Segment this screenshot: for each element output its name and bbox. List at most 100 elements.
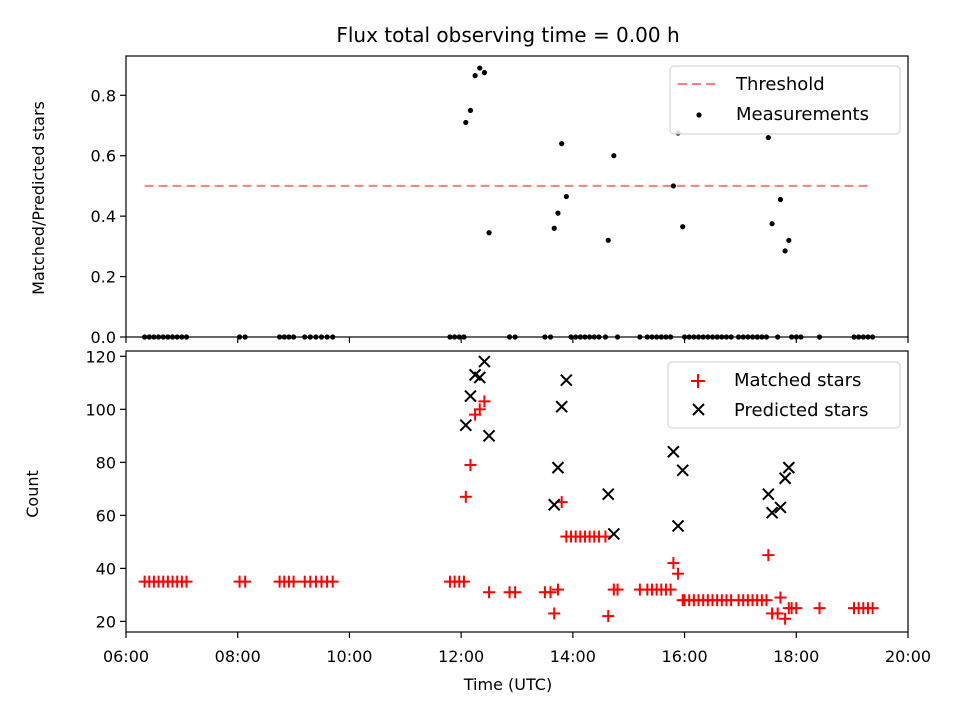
count-x-tick-label: 10:00 bbox=[326, 647, 372, 666]
matched-star-point bbox=[664, 583, 677, 596]
count-y-tick-label: 60 bbox=[96, 506, 116, 525]
count-x-tick-label: 16:00 bbox=[662, 647, 708, 666]
predicted-star-point bbox=[671, 519, 685, 533]
count-axes: 20 40 60 80 100 120 06:00 08:00 10:00 12:00 14:00 1… bbox=[85, 347, 931, 666]
ratio-y-tick-label: 0.6 bbox=[91, 147, 116, 166]
predicted-star-point bbox=[464, 389, 477, 403]
predicted-star-point bbox=[602, 487, 615, 501]
count-panel: Count Time (UTC) 20 40 60 80 100 120 06:00 08:0… bbox=[23, 347, 931, 694]
count-x-tick-label: 20:00 bbox=[885, 647, 931, 666]
matched-star-point bbox=[509, 586, 522, 599]
matched-star-point bbox=[287, 575, 300, 588]
legend-measurements-label: Measurements bbox=[736, 104, 869, 125]
measurement-point bbox=[467, 107, 474, 113]
count-y-axis-label: Count bbox=[23, 470, 42, 518]
matched-star-point bbox=[866, 602, 879, 615]
predicted-star-point bbox=[676, 464, 689, 477]
measurement-point bbox=[786, 237, 792, 243]
measurement-point bbox=[486, 230, 492, 236]
matched-star-point bbox=[473, 403, 486, 416]
matched-star-point bbox=[457, 575, 470, 588]
measurement-point bbox=[611, 153, 617, 159]
matched-star-point bbox=[551, 583, 564, 596]
count-x-tick-label: 18:00 bbox=[773, 647, 819, 666]
predicted-star-point bbox=[548, 498, 561, 511]
ratio-axes-frame bbox=[125, 55, 909, 338]
matched-star-point bbox=[774, 591, 787, 604]
count-y-tick-label: 80 bbox=[96, 453, 116, 472]
matched-star-point bbox=[762, 549, 775, 562]
legend-predicted-label: Predicted stars bbox=[734, 400, 868, 421]
predicted-star-point bbox=[551, 461, 565, 474]
legend-measurements-swatch bbox=[696, 112, 702, 118]
matched-star-point bbox=[813, 602, 826, 615]
measurement-point bbox=[680, 224, 686, 230]
matched-star-point bbox=[459, 490, 472, 503]
ratio-legend-box bbox=[669, 65, 901, 135]
matched-star-point bbox=[544, 586, 557, 599]
predicted-star-point bbox=[774, 501, 787, 514]
predicted-star-point bbox=[459, 419, 473, 432]
measurement-point bbox=[551, 225, 557, 231]
measurement-point bbox=[777, 196, 784, 203]
measurement-point bbox=[782, 248, 788, 254]
matched-stars-points bbox=[138, 395, 879, 625]
count-x-tick-label: 06:00 bbox=[103, 647, 149, 666]
ratio-y-tick-label: 0.4 bbox=[91, 207, 116, 226]
count-y-tick-label: 100 bbox=[85, 400, 116, 419]
measurement-point bbox=[477, 65, 483, 71]
legend-matched-label: Matched stars bbox=[734, 370, 861, 391]
matched-star-point bbox=[602, 610, 615, 623]
measurement-point bbox=[563, 193, 569, 200]
count-y-tick-label: 20 bbox=[96, 612, 116, 631]
matched-star-point bbox=[790, 602, 803, 615]
measurement-point bbox=[559, 141, 565, 147]
measurement-point bbox=[670, 183, 677, 189]
legend-predicted-swatch bbox=[692, 403, 705, 416]
predicted-star-point bbox=[478, 355, 491, 368]
ratio-legend: Threshold Measurements bbox=[669, 65, 901, 135]
count-legend: Matched stars Predicted stars bbox=[667, 361, 901, 429]
matched-star-point bbox=[239, 575, 252, 588]
predicted-star-point bbox=[765, 506, 779, 519]
predicted-star-point bbox=[560, 373, 573, 387]
measurement-point bbox=[463, 119, 469, 126]
measurement-point bbox=[765, 134, 771, 141]
matched-star-point bbox=[548, 607, 561, 620]
count-y-tick-label: 40 bbox=[96, 559, 116, 578]
count-y-tick-label: 120 bbox=[85, 347, 116, 366]
predicted-star-point bbox=[473, 371, 486, 384]
matched-star-point bbox=[672, 567, 685, 580]
matched-star-point bbox=[611, 583, 624, 596]
count-x-tick-label: 12:00 bbox=[438, 647, 484, 666]
x-axis-label: Time (UTC) bbox=[463, 675, 552, 694]
ratio-panel: Flux total observing time = 0.00 h Match… bbox=[29, 23, 909, 347]
ratio-y-tick-label: 0.0 bbox=[91, 328, 116, 347]
ratio-axes: 0.0 0.2 0.4 0.6 0.8 bbox=[91, 86, 909, 347]
matched-star-point bbox=[478, 395, 491, 408]
matched-star-point bbox=[464, 458, 477, 471]
ratio-y-tick-label: 0.8 bbox=[91, 86, 116, 105]
matched-star-point bbox=[180, 575, 193, 588]
measurement-point bbox=[472, 73, 478, 79]
count-x-tick-label: 08:00 bbox=[215, 647, 261, 666]
ratio-y-axis-label: Matched/Predicted stars bbox=[29, 101, 48, 295]
measurement-point bbox=[555, 210, 561, 216]
chart-title: Flux total observing time = 0.00 h bbox=[336, 23, 679, 47]
matched-star-point bbox=[779, 612, 792, 625]
legend-matched-swatch bbox=[691, 374, 705, 388]
legend-threshold-label: Threshold bbox=[735, 74, 825, 95]
matched-star-point bbox=[771, 607, 784, 620]
count-legend-box bbox=[667, 361, 901, 429]
predicted-star-point bbox=[778, 472, 792, 485]
matched-star-point bbox=[483, 586, 496, 599]
predicted-star-point bbox=[607, 527, 621, 541]
measurement-point bbox=[481, 70, 488, 76]
matched-star-point bbox=[760, 594, 773, 607]
predicted-star-point bbox=[667, 445, 680, 458]
predicted-star-point bbox=[482, 429, 496, 443]
predicted-star-point bbox=[762, 487, 775, 501]
count-x-tick-label: 14:00 bbox=[550, 647, 596, 666]
predicted-star-point bbox=[555, 400, 568, 413]
